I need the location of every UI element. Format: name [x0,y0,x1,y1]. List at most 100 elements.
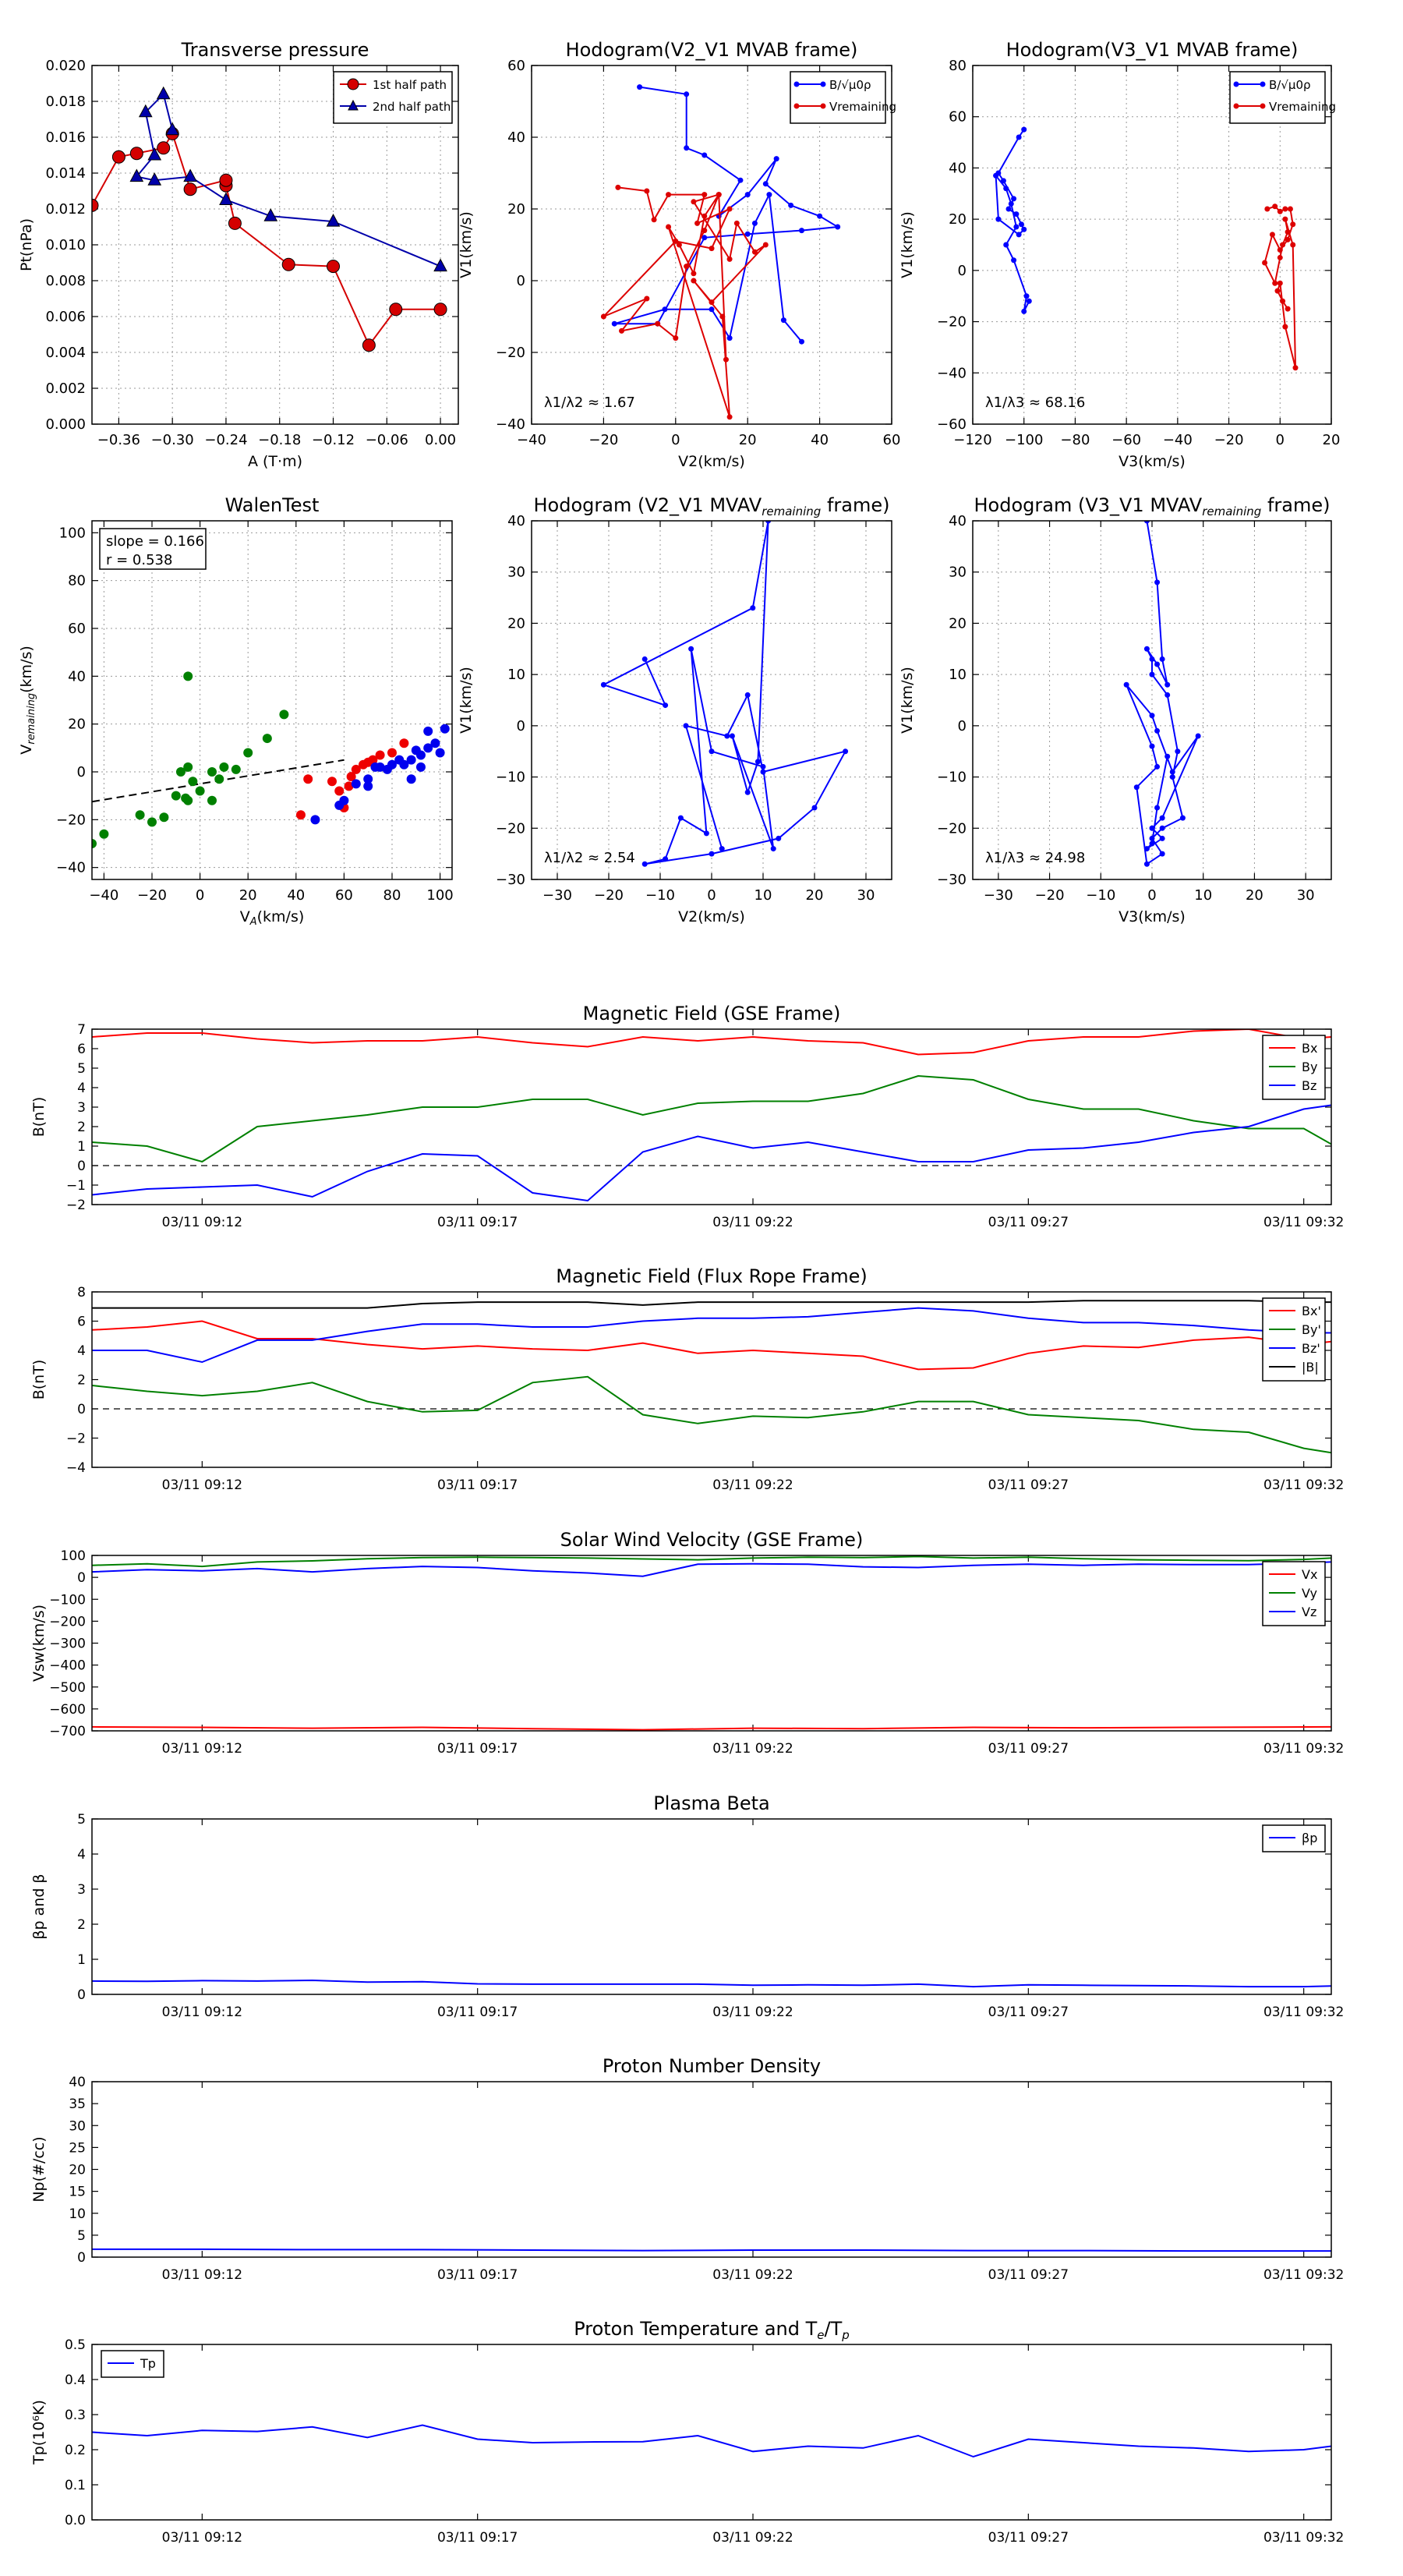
data-point [1277,208,1283,214]
series-line [92,1725,1331,1731]
plot-frame [91,2081,1332,2258]
data-point [183,168,197,182]
x-tick-label: −40 [1163,432,1193,448]
data-point [744,231,751,237]
x-axis-label: A (T·m) [248,453,302,470]
series-line [92,1307,1331,1364]
data-point [326,214,341,227]
y-tick-label: 100 [61,1548,86,1564]
x-tick-label: 03/11 09:27 [988,1215,1069,1230]
y-axis-label: Np(#/cc) [30,2136,48,2202]
data-point [1164,753,1171,759]
legend-label: |B| [1302,1360,1319,1375]
y-tick-label: 40 [69,2075,86,2090]
series-line [92,1979,1331,1988]
y-tick-label: 0.002 [45,380,86,397]
data-point [993,172,999,179]
y-axis-label: Pt(nPa) [18,218,35,271]
y-tick-label: 20 [507,615,525,632]
plot-frame [972,520,1332,880]
y-tick-label: 40 [949,513,967,529]
data-point [709,299,715,306]
data-point [147,147,162,161]
x-tick-label: 0 [1276,432,1285,448]
data-point [351,779,361,789]
data-point [765,521,772,524]
x-tick-label: −20 [1214,432,1244,448]
plot-area [600,84,841,420]
y-tick-label: 0 [77,1159,86,1174]
data-point [676,242,682,248]
x-tick-label: −80 [1060,432,1090,448]
chart-title: Plasma Beta [653,1792,769,1814]
data-point [1154,805,1161,811]
x-tick-label: 03/11 09:17 [437,2005,518,2020]
series-by [92,1074,1331,1163]
data-point [666,224,672,230]
legend-marker [793,103,800,109]
legend-label: Vy [1302,1586,1317,1601]
data-point [1169,769,1175,775]
data-point [677,815,684,821]
data-point [723,356,729,363]
y-tick-label: 5 [77,1061,86,1077]
data-point [433,303,447,317]
y-tick-label: 35 [69,2097,86,2112]
legend: B/√μ0ρ Vremaining [790,71,896,124]
series-line [92,1074,1331,1163]
data-point [729,733,735,739]
y-tick-label: 40 [949,160,967,176]
x-tick-label: 0.00 [425,432,456,448]
x-tick-label: 10 [755,887,772,904]
data-point [159,812,169,823]
y-tick-label: 60 [507,58,525,74]
data-point [776,835,782,841]
legend-label: Bz [1302,1078,1316,1093]
y-tick-label: −2 [66,1431,86,1447]
data-point [327,777,337,787]
legend-box [99,528,207,570]
x-tick-label: 80 [383,887,401,904]
data-point [433,258,447,272]
data-point [726,414,733,420]
data-point [1149,743,1155,749]
data-point [1143,861,1150,867]
series-bz [92,1104,1331,1202]
data-point [1021,226,1027,232]
data-point [688,646,694,652]
chart-4: WalenTest −40 −20 0 20 40 60 80 100 −40 −20 0 20 40 60… [18,494,454,928]
legend: Bx By Bz [1262,1035,1326,1100]
data-point [430,738,440,748]
data-point [1149,825,1155,831]
data-point [709,851,715,857]
data-point [1262,260,1268,266]
legend-label: Bx' [1302,1304,1321,1318]
y-tick-label: 0.004 [45,345,86,361]
y-tick-label: −20 [496,820,525,837]
data-point [147,817,157,827]
data-point [440,724,450,734]
y-axis-label: V1(km/s) [899,211,916,278]
data-point [1154,727,1161,734]
data-point [651,217,657,223]
data-point [1003,186,1009,192]
data-point [135,810,145,820]
y-tick-label: 7 [77,1022,86,1038]
data-point [1123,681,1129,688]
plot-frame [91,2344,1332,2521]
y-tick-label: 1 [77,1139,86,1155]
x-tick-label: −0.12 [312,432,355,448]
y-tick-label: 0.5 [65,2337,86,2353]
data-point [334,800,345,810]
data-point [719,313,726,320]
data-point [346,772,356,782]
plot-area [92,2424,1331,2458]
plot-frame [972,65,1332,425]
data-point [726,206,733,212]
y-tick-label: 4 [77,1847,86,1863]
data-point [1026,298,1032,304]
data-point [694,220,701,226]
legend-marker [1260,81,1266,87]
data-point [207,795,217,805]
x-tick-label: −20 [588,432,618,448]
